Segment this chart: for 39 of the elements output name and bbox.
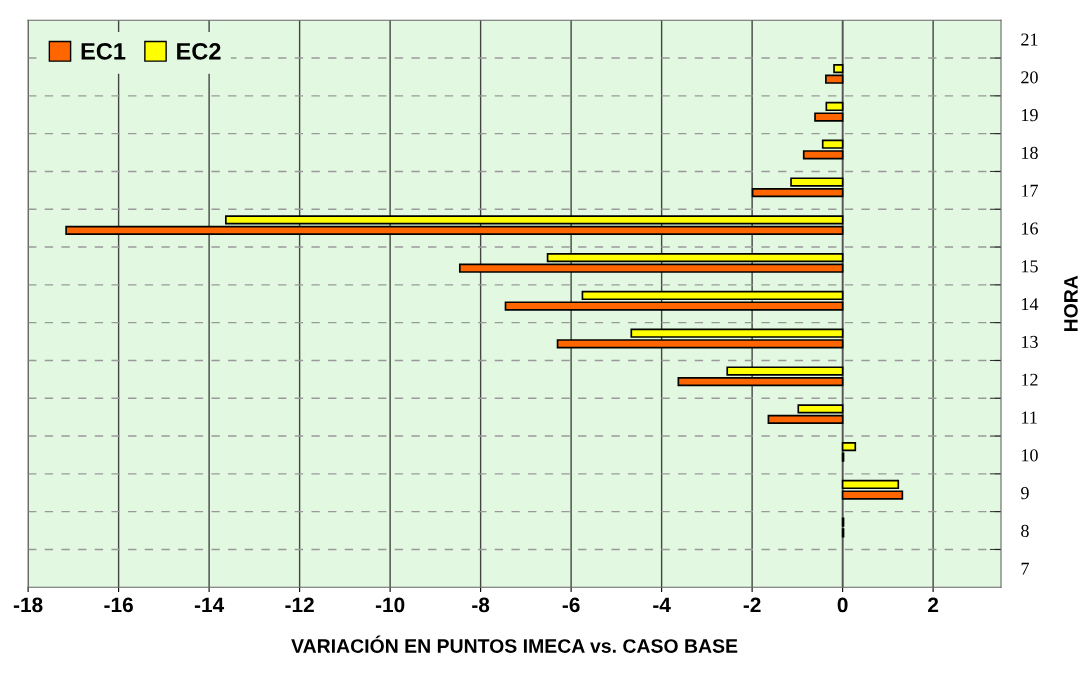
bar xyxy=(833,64,844,74)
x-tick-label: -8 xyxy=(472,597,490,613)
x-tick-label: -12 xyxy=(285,597,314,613)
x-tick-label: 0 xyxy=(837,597,848,613)
bar xyxy=(546,253,844,263)
y-tick-label: 15 xyxy=(1022,260,1038,273)
y-tick-label: 17 xyxy=(1022,184,1038,197)
y-axis-title: HORA xyxy=(1064,275,1078,332)
bar xyxy=(797,404,844,414)
x-tick-label: -4 xyxy=(653,597,671,613)
y-tick-label: 7 xyxy=(1021,562,1029,575)
y-tick-label: 9 xyxy=(1021,487,1029,500)
legend-label: EC2 xyxy=(177,42,221,60)
y-tick-label: 11 xyxy=(1022,411,1037,424)
y-tick-label: 12 xyxy=(1022,373,1038,386)
bar xyxy=(825,74,844,84)
legend-label: EC1 xyxy=(81,42,126,60)
y-tick-label: 19 xyxy=(1022,109,1038,122)
x-tick-label: -10 xyxy=(375,597,405,613)
bar xyxy=(458,263,844,273)
y-tick-label: 10 xyxy=(1022,449,1038,462)
x-tick-label: 2 xyxy=(928,597,939,613)
x-tick-label: -18 xyxy=(13,597,43,613)
x-tick-label: -14 xyxy=(194,597,225,613)
y-tick-label: 20 xyxy=(1021,71,1038,84)
x-axis-title: VARIACIÓN EN PUNTOS IMECA vs. CASO BASE xyxy=(291,635,738,653)
bar xyxy=(225,215,844,225)
x-tick-label: -6 xyxy=(562,597,580,613)
y-tick-label: 13 xyxy=(1022,335,1038,348)
y-tick-label: 8 xyxy=(1021,524,1029,537)
y-tick-label: 14 xyxy=(1022,298,1039,311)
y-tick-label: 18 xyxy=(1022,146,1038,159)
x-tick-label: -2 xyxy=(743,597,761,613)
bar xyxy=(65,225,844,236)
bar xyxy=(767,414,844,425)
x-tick-label: -16 xyxy=(104,597,133,613)
bar xyxy=(841,442,857,452)
y-tick-label: 21 xyxy=(1021,33,1038,46)
y-tick-label: 16 xyxy=(1022,222,1038,235)
